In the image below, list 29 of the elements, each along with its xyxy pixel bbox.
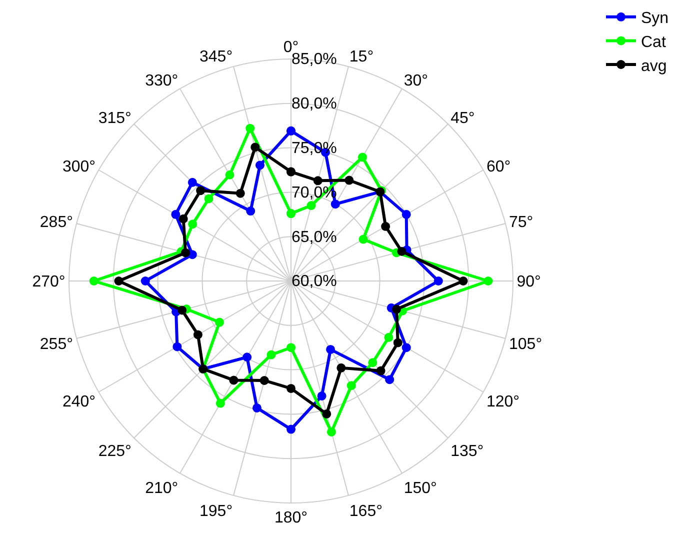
y-tick-label: 65,0% xyxy=(292,228,337,246)
spoke-label: 300° xyxy=(62,158,96,176)
spoke-label: 285° xyxy=(40,214,73,232)
spoke-label: 75° xyxy=(509,214,534,232)
spoke-label: 30° xyxy=(404,72,428,90)
spoke-label: 240° xyxy=(62,394,96,411)
spoke-label: 120° xyxy=(486,394,520,411)
spoke-label: 270° xyxy=(32,274,66,291)
spoke-label: 135° xyxy=(450,442,484,460)
spoke-label: 255° xyxy=(40,336,73,353)
legend-label: Syn xyxy=(641,10,669,28)
spoke-label: 225° xyxy=(98,442,132,460)
spoke-label: 210° xyxy=(145,480,178,498)
spoke-label: 90° xyxy=(516,274,541,291)
spoke-label: 315° xyxy=(98,110,132,128)
spoke-label: 330° xyxy=(145,72,178,90)
y-tick-label: 60,0% xyxy=(292,273,337,290)
spoke-label: 105° xyxy=(509,336,542,353)
spoke-label: 195° xyxy=(199,502,233,520)
spoke-label: 345° xyxy=(199,48,233,66)
spoke-label: 150° xyxy=(404,480,437,498)
legend-label: Cat xyxy=(641,34,666,51)
spoke-label: 180° xyxy=(274,510,308,527)
spoke-label: 15° xyxy=(349,48,374,66)
spoke-label: 60° xyxy=(486,158,511,176)
spoke-label: 45° xyxy=(450,110,475,128)
y-tick-label: 80,0% xyxy=(292,96,337,113)
legend-label: avg xyxy=(641,58,667,75)
spoke-label: 165° xyxy=(349,502,383,520)
